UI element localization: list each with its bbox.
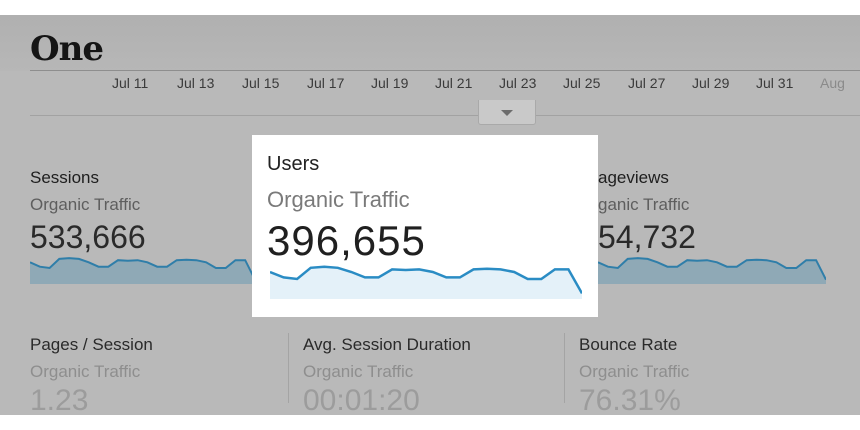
metric-title: ageviews (598, 168, 669, 187)
metric-value: 54,732 (598, 219, 696, 255)
metric-segment: Organic Traffic (579, 362, 690, 381)
chevron-down-icon (501, 110, 513, 116)
metric-segment: Organic Traffic (267, 187, 410, 212)
metric-title: Sessions (30, 168, 99, 187)
users-sparkline (270, 265, 582, 299)
brand-logo: One (30, 29, 104, 69)
metric-segment: Organic Traffic (30, 195, 141, 214)
metric-value: 533,666 (30, 219, 146, 255)
metric-pages-per-session[interactable]: Pages / Session Organic Traffic 1.23 (30, 335, 153, 415)
metric-title: Avg. Session Duration (303, 335, 471, 354)
metric-pageviews[interactable]: ageviews ganic Traffic 54,732 (598, 168, 696, 256)
timeline-axis[interactable]: Jul 11 Jul 13 Jul 15 Jul 17 Jul 19 Jul 2… (30, 70, 860, 116)
sparkline-line (598, 257, 826, 281)
metric-value: 00:01:20 (303, 384, 420, 415)
timeline-label: Jul 25 (563, 75, 601, 91)
timeline-label: Jul 17 (307, 75, 345, 91)
timeline-label: Jul 19 (371, 75, 409, 91)
timeline-label: Jul 21 (435, 75, 473, 91)
metric-value: 1.23 (30, 384, 89, 415)
timeline-label: Jul 11 (112, 75, 149, 91)
timeline-label: Jul 23 (499, 75, 537, 91)
users-highlight-card[interactable]: Users Organic Traffic 396,655 (252, 135, 598, 317)
metric-bounce-rate[interactable]: Bounce Rate Organic Traffic 76.31% (579, 335, 689, 415)
timeline-label: Jul 29 (692, 75, 730, 91)
divider (288, 333, 289, 403)
sparkline-area (30, 258, 255, 284)
metric-segment: ganic Traffic (598, 195, 690, 214)
top-bar: One (0, 15, 860, 71)
timeline-label: Jul 15 (242, 75, 280, 91)
metric-title: Pages / Session (30, 335, 153, 354)
metric-title: Users (267, 153, 320, 175)
metric-value: 76.31% (579, 384, 681, 415)
metric-sessions[interactable]: Sessions Organic Traffic 533,666 (30, 168, 146, 256)
metric-value: 396,655 (267, 217, 426, 264)
sessions-sparkline (30, 257, 255, 284)
sparkline-area (270, 266, 582, 299)
timeline-label: Jul 13 (177, 75, 215, 91)
divider (564, 333, 565, 403)
dimmed-dashboard: One Jul 11 Jul 13 Jul 15 Jul 17 Jul 19 J… (0, 15, 860, 415)
metric-segment: Organic Traffic (30, 362, 141, 381)
metric-title: Bounce Rate (579, 335, 678, 354)
sparkline-line (30, 257, 255, 281)
timeline-label: Aug (820, 75, 845, 91)
sparkline-area (598, 258, 826, 284)
timeline-drag-handle[interactable] (478, 100, 536, 125)
timeline-label: Jul 31 (756, 75, 794, 91)
sparkline-line (270, 265, 582, 295)
metric-segment: Organic Traffic (303, 362, 414, 381)
metric-avg-session-duration[interactable]: Avg. Session Duration Organic Traffic 00… (303, 335, 471, 415)
timeline-label: Jul 27 (628, 75, 666, 91)
pageviews-sparkline (598, 257, 826, 284)
